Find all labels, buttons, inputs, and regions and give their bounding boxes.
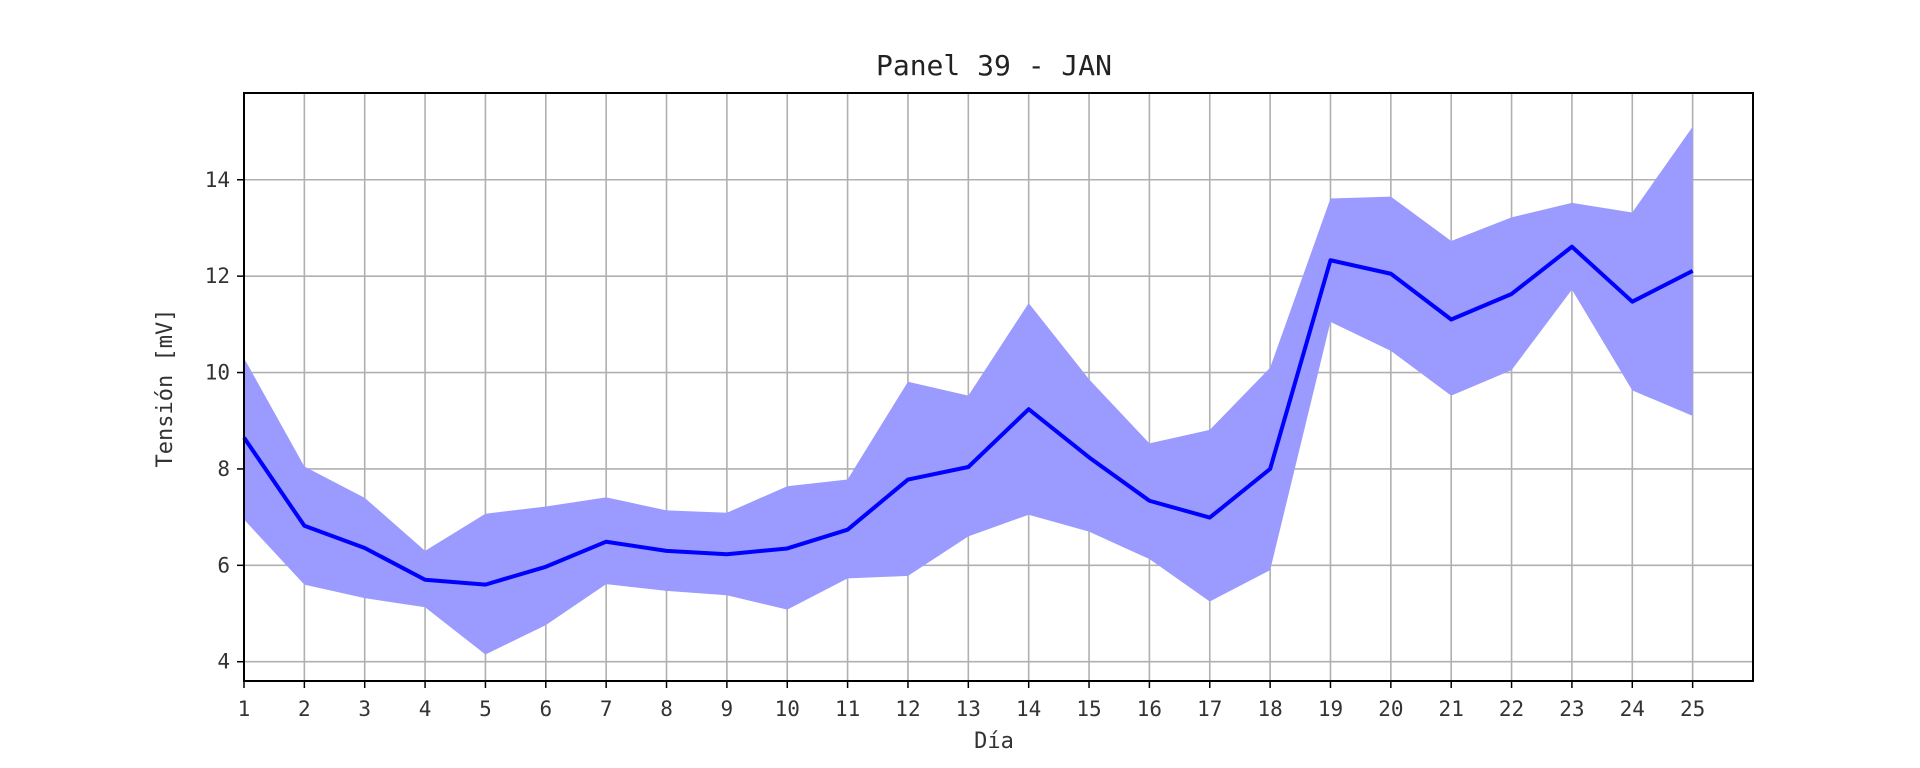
y-tick-label: 12: [205, 264, 230, 288]
x-tick-label: 23: [1559, 697, 1584, 721]
x-tick-label: 15: [1076, 697, 1101, 721]
x-tick-label: 2: [298, 697, 311, 721]
y-tick-label: 6: [217, 553, 230, 577]
x-tick-label: 8: [660, 697, 673, 721]
x-tick-label: 16: [1137, 697, 1162, 721]
x-tick-label: 7: [600, 697, 613, 721]
x-tick-label: 18: [1257, 697, 1282, 721]
x-tick-label: 21: [1439, 697, 1464, 721]
chart-title: Panel 39 - JAN: [876, 49, 1112, 82]
x-tick-label: 11: [835, 697, 860, 721]
x-tick-label: 14: [1016, 697, 1041, 721]
y-tick-label: 10: [205, 361, 230, 385]
x-tick-label: 19: [1318, 697, 1343, 721]
x-tick-label: 5: [479, 697, 492, 721]
y-axis-label: Tensión [mV]: [153, 309, 178, 468]
y-tick-label: 4: [217, 650, 230, 674]
x-tick-label: 6: [539, 697, 552, 721]
x-tick-label: 25: [1680, 697, 1705, 721]
x-tick-label: 20: [1378, 697, 1403, 721]
x-tick-label: 4: [419, 697, 432, 721]
x-tick-label: 3: [358, 697, 371, 721]
x-tick-label: 9: [721, 697, 734, 721]
x-tick-label: 12: [895, 697, 920, 721]
y-tick-label: 8: [217, 457, 230, 481]
x-axis-label: Día: [974, 729, 1014, 754]
x-tick-label: 22: [1499, 697, 1524, 721]
x-tick-label: 10: [775, 697, 800, 721]
tick-labels: 1 2 3 4 5 6 7 8 9 10 11 12 13 14 15 16 17 18 19 20 21 22 23 24 2…: [205, 168, 1706, 721]
x-tick-label: 24: [1620, 697, 1645, 721]
plot-frame: [243, 92, 1754, 682]
x-tick-label: 1: [238, 697, 251, 721]
x-tick-label: 17: [1197, 697, 1222, 721]
series-line: [242, 244, 1694, 587]
x-tick-label: 13: [956, 697, 981, 721]
y-tick-label: 14: [205, 168, 230, 192]
